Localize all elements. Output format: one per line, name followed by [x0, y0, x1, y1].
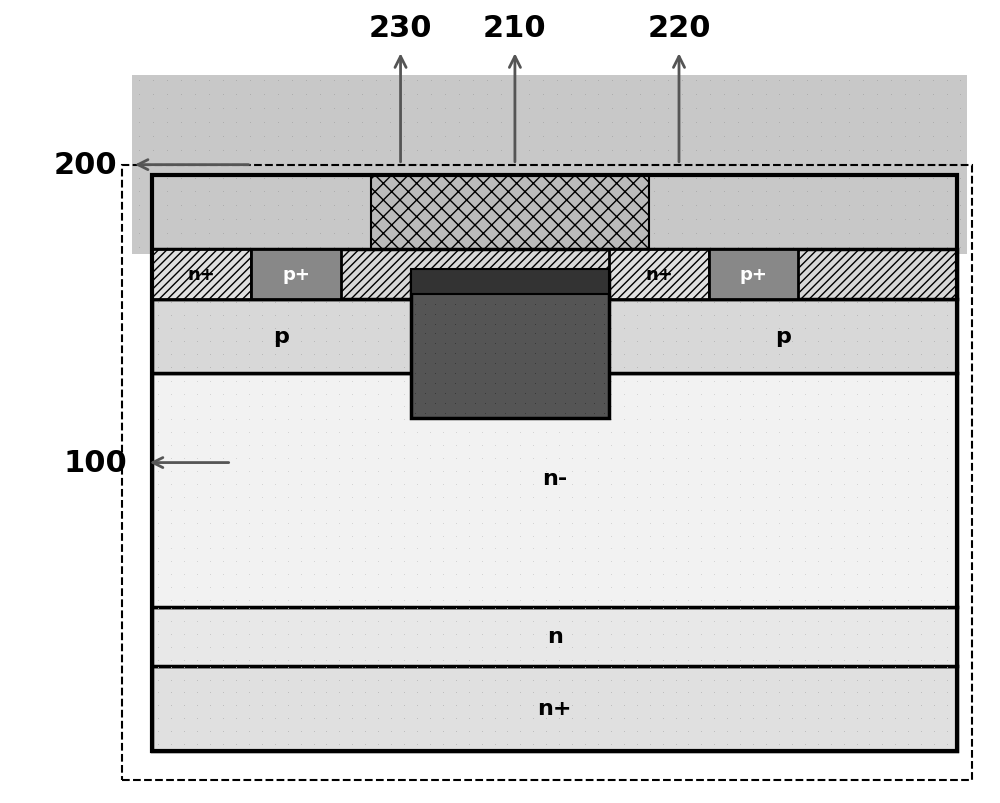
Bar [122, 165, 972, 781]
Text: 200: 200 [54, 151, 117, 180]
Text: n+: n+ [645, 266, 673, 283]
Text: n: n [547, 626, 563, 646]
Text: 210: 210 [483, 14, 547, 43]
Bar [132, 76, 967, 255]
Bar [152, 300, 957, 373]
Bar [152, 175, 957, 751]
Text: 220: 220 [647, 14, 711, 43]
Text: n+: n+ [188, 266, 216, 283]
Bar [152, 373, 957, 607]
Bar [152, 607, 957, 666]
Text: n+: n+ [537, 699, 572, 719]
Bar [152, 250, 251, 300]
Bar [411, 275, 609, 418]
Text: p+: p+ [740, 266, 768, 283]
Text: 100: 100 [63, 449, 127, 478]
Text: p+: p+ [282, 266, 310, 283]
Bar [152, 250, 957, 300]
Text: n-: n- [542, 469, 567, 488]
Bar [609, 250, 709, 300]
Bar [371, 175, 649, 255]
Bar [709, 250, 798, 300]
Bar [152, 666, 957, 751]
Bar [251, 250, 341, 300]
Bar [411, 270, 609, 295]
Text: p: p [273, 327, 289, 347]
Text: p: p [775, 327, 791, 347]
Text: 230: 230 [369, 14, 432, 43]
